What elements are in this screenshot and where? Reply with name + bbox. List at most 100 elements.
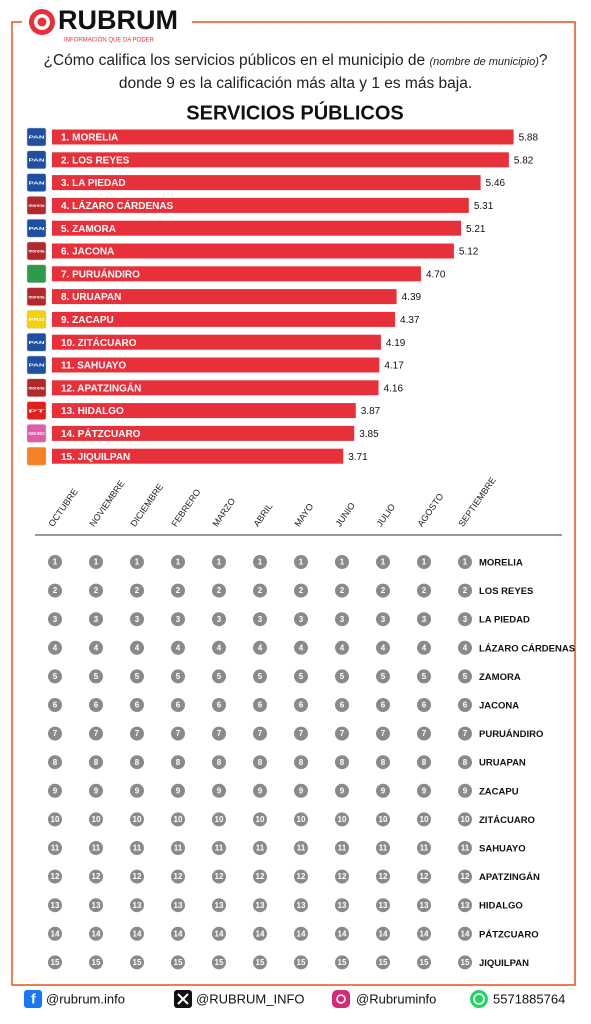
rank-number: 2: [53, 586, 58, 595]
month-label: OCTUBRE: [46, 487, 79, 529]
party-icon: [26, 264, 47, 284]
rank-circle: [294, 926, 308, 941]
whatsapp-number[interactable]: 5571885764: [493, 991, 565, 1006]
value-label: 5.31: [474, 201, 494, 212]
rank-circle: [335, 612, 349, 627]
rank-number: 5: [381, 672, 386, 681]
bar-label: 8. URUAPAN: [61, 292, 121, 303]
rank-number: 10: [297, 815, 306, 824]
rank-circle: [130, 841, 144, 855]
rank-number: 2: [381, 586, 386, 595]
rank-number: 15: [338, 958, 347, 967]
rank-number: 10: [379, 815, 388, 824]
rank-circle: [376, 869, 390, 884]
municipality-label: SAHUAYO: [479, 844, 526, 855]
rank-number: 4: [53, 643, 58, 652]
logo-icon: [37, 17, 47, 27]
rank-circle: [48, 841, 62, 855]
value-label: 4.16: [384, 383, 404, 394]
rank-number: 11: [379, 844, 388, 853]
rank-number: 15: [174, 958, 183, 967]
value-label: 4.19: [386, 338, 406, 349]
rank-circle: [335, 926, 349, 941]
rank-circle: [48, 812, 62, 827]
rank-circle: [89, 669, 103, 684]
rank-number: 8: [217, 758, 222, 767]
rank-circle: [376, 583, 390, 598]
rank-number: 11: [92, 844, 101, 853]
party-icon: [26, 173, 47, 192]
rank-circle: [171, 698, 185, 712]
municipality-label: JACONA: [479, 701, 519, 712]
party-icon-text: morena: [29, 249, 45, 254]
rank-circle: [212, 812, 226, 827]
rank-circle: [335, 555, 349, 569]
rank-number: 15: [92, 958, 101, 967]
rank-number: 7: [53, 729, 58, 738]
rank-circle: [130, 583, 144, 598]
month-label: AGOSTO: [415, 491, 445, 528]
rank-number: 13: [92, 901, 101, 910]
rank-number: 1: [176, 558, 181, 567]
rank-circle: [171, 726, 185, 741]
rank-circle: [130, 812, 144, 827]
party-icon-text: PAN: [29, 135, 45, 140]
rank-number: 3: [258, 615, 263, 624]
rank-number: 13: [297, 901, 306, 910]
value-label: 4.17: [384, 361, 404, 372]
rank-number: 7: [299, 729, 304, 738]
rank-circle: [376, 612, 390, 627]
rank-circle: [253, 955, 267, 970]
bar: [52, 175, 481, 191]
rank-circle: [89, 726, 103, 741]
rank-number: 4: [94, 643, 99, 652]
rank-circle: [417, 898, 431, 913]
party-icon: [26, 401, 47, 420]
rank-number: 4: [176, 643, 181, 652]
rank-number: 11: [461, 844, 470, 853]
rank-number: 13: [379, 901, 388, 910]
rank-number: 11: [256, 844, 265, 853]
rank-number: 6: [176, 701, 181, 710]
rank-number: 12: [297, 872, 306, 881]
rank-circle: [458, 583, 472, 598]
rank-circle: [212, 669, 226, 684]
rank-circle: [212, 640, 226, 655]
party-icon: [26, 287, 47, 306]
bar-label: 15. JIQUILPAN: [61, 452, 130, 463]
rank-circle: [171, 841, 185, 855]
rank-number: 1: [422, 558, 427, 567]
facebook-handle[interactable]: @rubrum.info: [46, 991, 125, 1006]
bar: [52, 425, 355, 441]
rank-number: 15: [379, 958, 388, 967]
bar-label: 6. JACONA: [61, 247, 114, 258]
rank-number: 9: [53, 786, 58, 795]
rank-number: 4: [135, 643, 140, 652]
party-icon: [26, 127, 47, 147]
rank-number: 7: [381, 729, 386, 738]
rank-circle: [335, 726, 349, 741]
rank-circle: [335, 869, 349, 884]
rank-circle: [294, 640, 308, 655]
rank-number: 10: [92, 815, 101, 824]
rank-circle: [212, 555, 226, 569]
month-label: MAYO: [292, 502, 315, 529]
rank-circle: [376, 726, 390, 741]
value-label: 5.21: [466, 224, 486, 235]
bar: [52, 243, 454, 259]
rank-circle: [212, 841, 226, 855]
rank-number: 1: [217, 558, 222, 567]
party-icon-text: PAN: [29, 157, 45, 162]
month-label: MARZO: [210, 496, 237, 528]
instagram-handle[interactable]: @Rubruminfo: [356, 991, 436, 1006]
rank-circle: [48, 869, 62, 884]
rank-number: 6: [463, 701, 468, 710]
rank-number: 5: [53, 672, 58, 681]
x-handle[interactable]: @RUBRUM_INFO: [196, 991, 305, 1006]
rank-number: 13: [338, 901, 347, 910]
rank-number: 9: [463, 786, 468, 795]
rank-circle: [294, 841, 308, 855]
month-label: ABRIL: [251, 501, 274, 528]
party-icon-text: PAN: [29, 363, 45, 368]
rank-number: 14: [420, 929, 429, 938]
